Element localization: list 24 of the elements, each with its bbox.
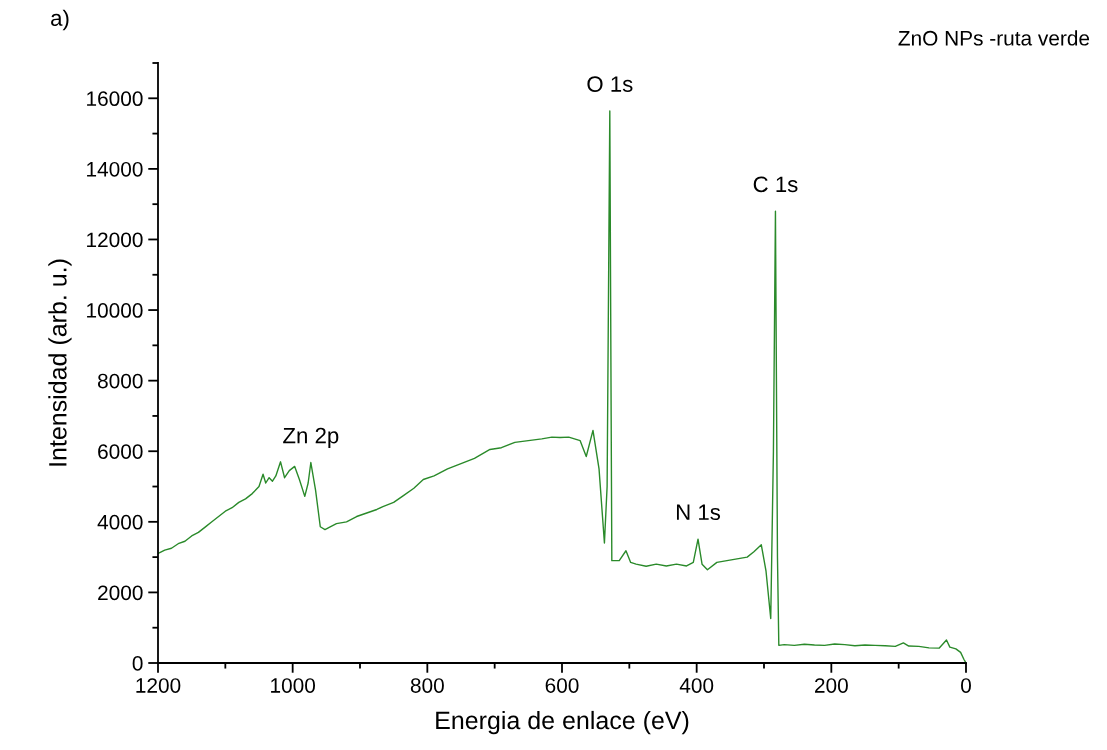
annotation: O 1s [587, 76, 633, 92]
y-tick-label: 8000 [97, 373, 143, 389]
x-tick-label: 400 [679, 678, 714, 693]
y-tick-label: 4000 [97, 514, 143, 530]
y-tick-label: 16000 [87, 91, 143, 107]
annotation: C 1s [753, 176, 798, 193]
y-tick-label: 10000 [87, 303, 143, 318]
x-axis-title: Energia de enlace (eV) [436, 710, 689, 735]
x-tick-label: 1000 [271, 678, 316, 693]
y-tick-label: 2000 [98, 585, 143, 601]
y-axis-title: Intensidad (arb. u.) [48, 259, 72, 466]
x-tick-label: 600 [545, 678, 579, 693]
y-tick-label: 0 [132, 656, 143, 671]
chart-title: ZnO NPs -ruta verde [898, 30, 1090, 46]
x-tick-label: 800 [410, 678, 444, 693]
x-tick-label: 200 [815, 678, 848, 693]
text: a) [51, 9, 69, 31]
x-tick-label: 1200 [136, 678, 181, 693]
annotation: Zn 2p [283, 427, 339, 448]
y-tick-label: 6000 [98, 444, 143, 459]
y-tick-label: 12000 [87, 232, 143, 248]
x-tick-label: 0 [961, 678, 971, 693]
y-tick-label: 14000 [87, 161, 143, 177]
annotation: N 1s [676, 504, 721, 521]
